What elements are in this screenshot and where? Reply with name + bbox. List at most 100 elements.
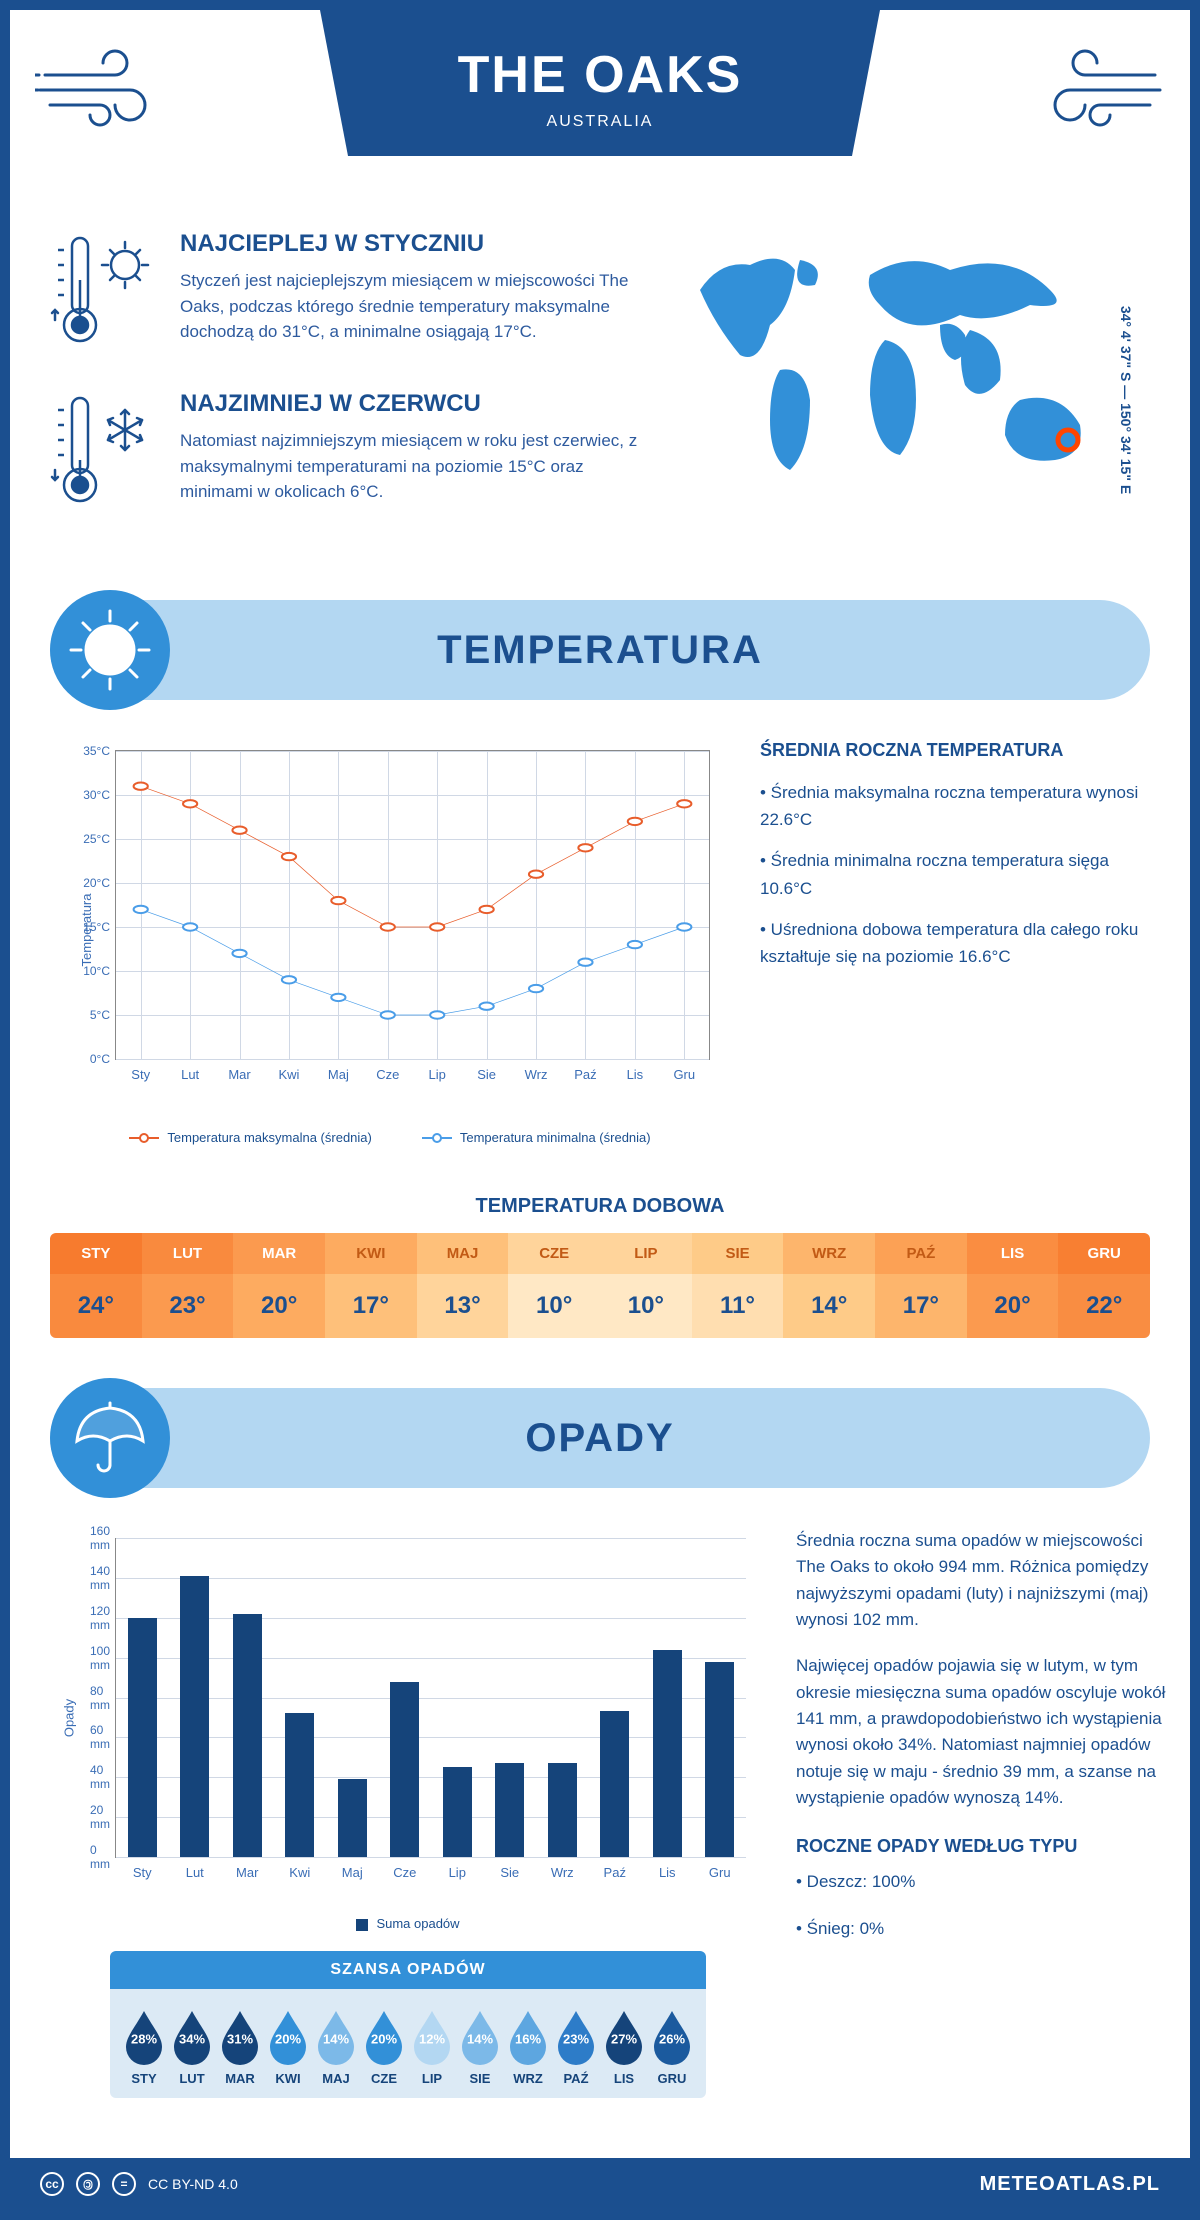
daily-month: SIE [692,1233,784,1274]
bar [233,1614,262,1857]
daily-value: 20° [233,1274,325,1338]
temp-bullet: • Średnia minimalna roczna temperatura s… [760,847,1140,901]
chance-month: WRZ [504,2071,552,2086]
raindrop-icon: 14% [312,2007,360,2065]
hot-title: NAJCIEPLEJ W STYCZNIU [180,230,640,258]
daily-month: LIS [967,1233,1059,1274]
page-subtitle: AUSTRALIA [320,113,880,131]
chance-value: 26% [648,2031,696,2046]
daily-col: WRZ14° [783,1233,875,1338]
chance-col: 14%SIE [456,2007,504,2086]
chance-value: 20% [264,2031,312,2046]
daily-value: 23° [142,1274,234,1338]
chance-col: 26% GRU [648,2007,696,2086]
raindrop-icon: 12% [408,2007,456,2065]
bar [600,1711,629,1857]
daily-value: 24° [50,1274,142,1338]
daily-col: KWI17° [325,1233,417,1338]
daily-col: STY24° [50,1233,142,1338]
chance-col: 12% LIP [408,2007,456,2086]
daily-col: LUT23° [142,1233,234,1338]
umbrella-icon [50,1378,170,1498]
section-title-precipitation: OPADY [525,1416,674,1461]
cold-block: NAJZIMNIEJ W CZERWCU Natomiast najzimnie… [50,390,640,515]
chance-month: GRU [648,2071,696,2086]
daily-month: PAŹ [875,1233,967,1274]
section-title-temperature: TEMPERATURA [437,628,763,673]
chance-title: SZANSA OPADÓW [110,1951,706,1989]
daily-value: 17° [325,1274,417,1338]
chance-col: 16%WRZ [504,2007,552,2086]
daily-month: LIP [600,1233,692,1274]
chance-value: 14% [456,2031,504,2046]
chance-col: 20% CZE [360,2007,408,2086]
daily-month: CZE [508,1233,600,1274]
daily-title: TEMPERATURA DOBOWA [10,1195,1190,1218]
chance-value: 20% [360,2031,408,2046]
daily-value: 20° [967,1274,1059,1338]
chance-month: STY [120,2071,168,2086]
bar [705,1662,734,1857]
bar [390,1682,419,1857]
cold-title: NAJZIMNIEJ W CZERWCU [180,390,640,418]
coordinates: 34° 4' 37" S — 150° 34' 15" E [1118,306,1134,494]
chance-col: 14%MAJ [312,2007,360,2086]
wind-decor-right-icon [1015,35,1165,140]
precip-p2: Najwięcej opadów pojawia się w lutym, w … [796,1653,1176,1811]
chance-month: LIP [408,2071,456,2086]
chance-value: 12% [408,2031,456,2046]
site-name: METEOATLAS.PL [980,2173,1160,2196]
precipitation-side: Średnia roczna suma opadów w miejscowośc… [796,1528,1176,2138]
bar [653,1650,682,1857]
chance-month: PAŹ [552,2071,600,2086]
cc-icon: cc [40,2172,64,2196]
chance-strip: SZANSA OPADÓW 28%STY34%LUT31%MAR20%KWI14… [110,1951,706,2098]
chance-value: 27% [600,2031,648,2046]
raindrop-icon: 27% [600,2007,648,2065]
daily-col: SIE11° [692,1233,784,1338]
wind-decor-left-icon [35,35,185,140]
chance-value: 23% [552,2031,600,2046]
raindrop-icon: 20% [264,2007,312,2065]
precip-legend: Suma opadów [60,1916,756,1931]
chance-month: MAR [216,2071,264,2086]
temperature-chart: Temperatura 0°C5°C10°C15°C20°C25°C30°C35… [60,740,720,1145]
daily-value: 10° [600,1274,692,1338]
legend-max: Temperatura maksymalna (średnia) [167,1130,371,1145]
daily-month: STY [50,1233,142,1274]
chance-value: 28% [120,2031,168,2046]
world-map [670,230,1150,550]
daily-value: 17° [875,1274,967,1338]
footer: cc 🄯 = CC BY-ND 4.0 METEOATLAS.PL [10,2158,1190,2210]
temperature-content: Temperatura 0°C5°C10°C15°C20°C25°C30°C35… [10,740,1190,1175]
precip-yaxis-label: Opady [62,1699,77,1737]
chance-col: 23% PAŹ [552,2007,600,2086]
daily-value: 13° [417,1274,509,1338]
chance-month: CZE [360,2071,408,2086]
hot-text: Styczeń jest najcieplejszym miesiącem w … [180,268,640,345]
thermometer-sun-icon [50,230,160,355]
precipitation-chart: Opady 0 mm20 mm40 mm60 mm80 mm100 mm120 … [60,1528,756,2138]
bar [495,1763,524,1857]
header: THE OAKS AUSTRALIA [10,10,1190,210]
daily-col: LIP10° [600,1233,692,1338]
raindrop-icon: 28% [120,2007,168,2065]
daily-col: MAR20° [233,1233,325,1338]
precip-p1: Średnia roczna suma opadów w miejscowośc… [796,1528,1176,1633]
chance-col: 31%MAR [216,2007,264,2086]
by-icon: 🄯 [76,2172,100,2196]
temp-legend: Temperatura maksymalna (średnia) Tempera… [60,1130,720,1145]
daily-month: WRZ [783,1233,875,1274]
raindrop-icon: 23% [552,2007,600,2065]
raindrop-icon: 20% [360,2007,408,2065]
bar [443,1767,472,1857]
bar [338,1779,367,1857]
bar [180,1576,209,1857]
daily-col: CZE10° [508,1233,600,1338]
nd-icon: = [112,2172,136,2196]
daily-month: KWI [325,1233,417,1274]
raindrop-icon: 34% [168,2007,216,2065]
title-banner: THE OAKS AUSTRALIA [320,10,880,156]
precip-side-heading: ROCZNE OPADY WEDŁUG TYPU [796,1836,1176,1857]
page-title: THE OAKS [320,45,880,105]
